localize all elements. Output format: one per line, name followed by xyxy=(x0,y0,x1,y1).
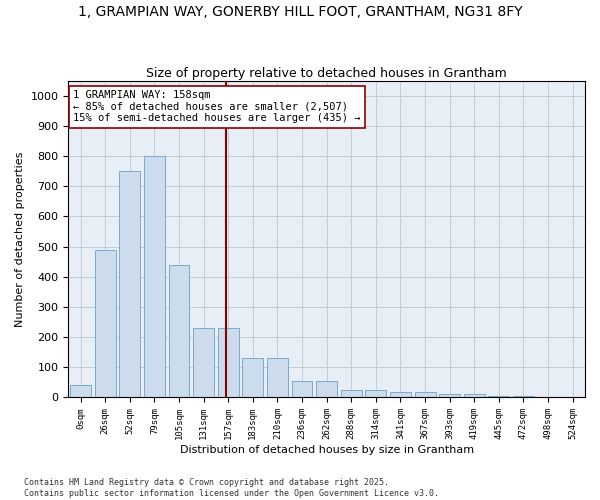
Bar xyxy=(193,328,214,398)
Bar xyxy=(415,392,436,398)
Bar xyxy=(292,381,313,398)
Bar xyxy=(95,250,116,398)
Bar xyxy=(341,390,362,398)
Bar xyxy=(70,386,91,398)
Bar xyxy=(169,264,190,398)
Y-axis label: Number of detached properties: Number of detached properties xyxy=(15,152,25,327)
Bar xyxy=(119,171,140,398)
Bar xyxy=(242,358,263,398)
Bar xyxy=(513,396,534,398)
Bar xyxy=(390,392,411,398)
Text: 1 GRAMPIAN WAY: 158sqm
← 85% of detached houses are smaller (2,507)
15% of semi-: 1 GRAMPIAN WAY: 158sqm ← 85% of detached… xyxy=(73,90,361,124)
Bar xyxy=(562,396,583,398)
Bar xyxy=(316,381,337,398)
Title: Size of property relative to detached houses in Grantham: Size of property relative to detached ho… xyxy=(146,66,507,80)
X-axis label: Distribution of detached houses by size in Grantham: Distribution of detached houses by size … xyxy=(179,445,474,455)
Text: 1, GRAMPIAN WAY, GONERBY HILL FOOT, GRANTHAM, NG31 8FY: 1, GRAMPIAN WAY, GONERBY HILL FOOT, GRAN… xyxy=(77,5,523,19)
Bar xyxy=(218,328,239,398)
Bar xyxy=(464,394,485,398)
Bar xyxy=(488,396,509,398)
Bar xyxy=(267,358,288,398)
Bar xyxy=(144,156,165,398)
Text: Contains HM Land Registry data © Crown copyright and database right 2025.
Contai: Contains HM Land Registry data © Crown c… xyxy=(24,478,439,498)
Bar xyxy=(538,396,559,398)
Bar xyxy=(439,394,460,398)
Bar xyxy=(365,390,386,398)
